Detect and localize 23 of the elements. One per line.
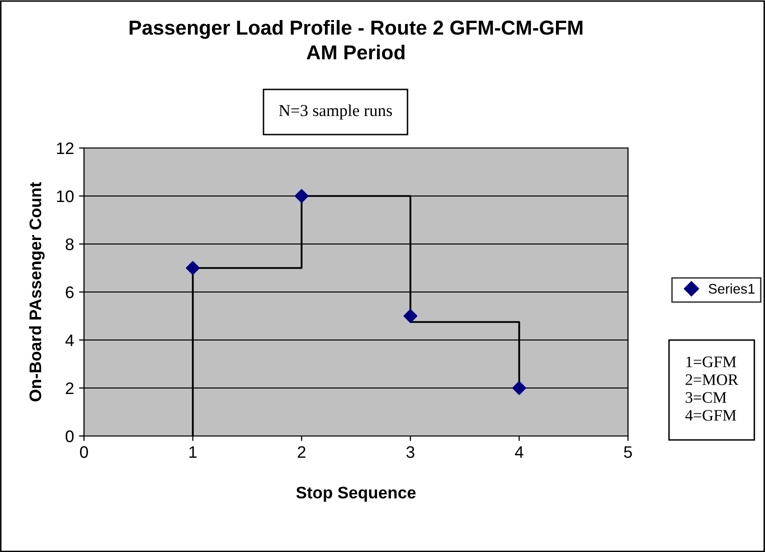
text: N=3 sample runs bbox=[278, 104, 392, 120]
y-tick-label: 4 bbox=[65, 334, 74, 346]
point bbox=[294, 189, 309, 203]
point bbox=[186, 261, 200, 275]
x-axis-title: Stop Sequence bbox=[296, 486, 416, 502]
x-tick-label: 2 bbox=[298, 446, 306, 458]
y-axis-title: On-Board PAssenger Count bbox=[29, 182, 45, 402]
point bbox=[403, 309, 418, 323]
point bbox=[512, 381, 526, 395]
y-tick-label: 12 bbox=[57, 142, 74, 154]
legend-label: Series1 bbox=[708, 284, 755, 294]
x-tick-label: 3 bbox=[406, 446, 414, 458]
x-tick-label: 4 bbox=[514, 446, 524, 458]
y-tick-label: 2 bbox=[66, 382, 74, 394]
y-tick-label: 0 bbox=[66, 430, 74, 442]
y-tick-label: 10 bbox=[57, 190, 74, 202]
y-tick-label: 8 bbox=[66, 238, 74, 250]
x-tick-label: 0 bbox=[80, 446, 88, 458]
chart-title: Passenger Load Profile - Route 2 GFM-CM-GFM AM Period bbox=[130, 20, 582, 60]
x-tick-label: 1 bbox=[189, 446, 197, 458]
y-tick-label: 6 bbox=[66, 286, 74, 298]
text: 1=GFM 2=MOR 3=CM 4=GFM bbox=[685, 356, 738, 421]
x-tick-label: 5 bbox=[624, 446, 632, 458]
